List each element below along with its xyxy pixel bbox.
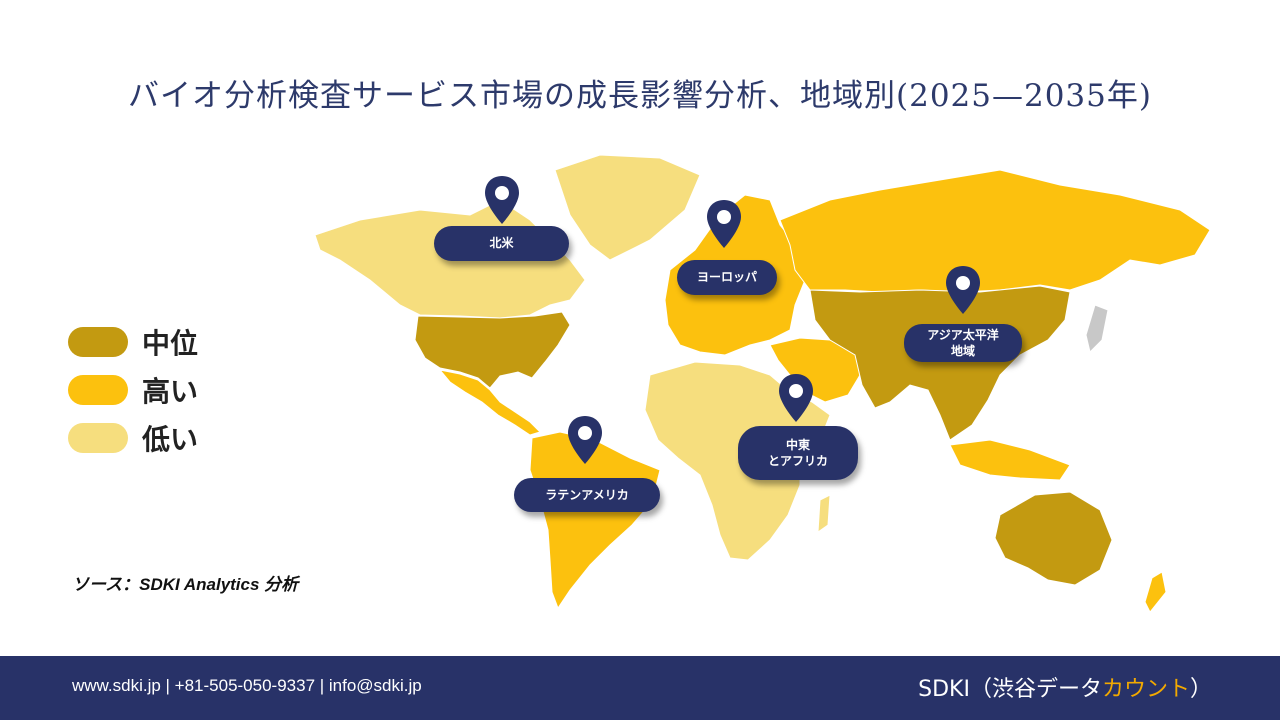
- map-pin-icon: [568, 416, 602, 464]
- world-map-svg: [314, 154, 1211, 613]
- region-label-pill: 中東 とアフリカ: [738, 426, 858, 480]
- japan-shape: [1085, 304, 1109, 353]
- region-label-line: 中東: [785, 437, 810, 452]
- brand-end-text: ）: [1189, 677, 1212, 702]
- legend: 中位 高い 低い: [68, 318, 198, 462]
- madagascar-shape: [817, 494, 831, 534]
- brand-main-text: SDKI（渋谷データ: [918, 677, 1102, 702]
- source-note: ソース：SDKI Analytics 分析: [72, 575, 299, 594]
- region-label-line: ラテンアメリカ: [545, 487, 629, 502]
- legend-label: 低い: [142, 423, 199, 456]
- southeast-asia-shape: [949, 439, 1071, 481]
- legend-label: 中位: [142, 327, 199, 360]
- usa-shape: [414, 311, 571, 389]
- region-label-line: とアフリカ: [767, 454, 828, 468]
- map-pin-icon: [946, 266, 980, 314]
- russia-shape: [779, 169, 1211, 293]
- region-label-pill: アジア太平洋 地域: [904, 324, 1022, 362]
- middle-east-shape: [769, 337, 861, 403]
- legend-item-high: 高い: [68, 366, 198, 414]
- map-pin-icon: [779, 374, 813, 422]
- africa-shape: [644, 361, 831, 561]
- new-zealand-shape: [1144, 571, 1167, 613]
- legend-swatch-medium: [68, 327, 128, 357]
- region-label-pill: 北米: [434, 226, 569, 261]
- australia-shape: [994, 491, 1113, 586]
- mexico-shape: [438, 369, 541, 436]
- region-label-line: 北米: [489, 236, 514, 251]
- legend-label: 高い: [142, 375, 199, 408]
- region-label-line: アジア太平洋: [927, 327, 999, 342]
- footer-brand: SDKI（渋谷データカウント）: [918, 671, 1212, 703]
- south-america-shape: [529, 431, 661, 610]
- brand-accent-text: カウント: [1101, 677, 1190, 702]
- footer-bar: www.sdki.jp | +81-505-050-9337 | info@sd…: [0, 656, 1280, 720]
- page-title: バイオ分析検査サービス市場の成長影響分析、地域別(2025—2035年): [128, 78, 1152, 114]
- map-pin-icon: [485, 176, 519, 224]
- region-label-pill: ヨーロッパ: [677, 260, 777, 295]
- footer-contact: www.sdki.jp | +81-505-050-9337 | info@sd…: [72, 676, 422, 695]
- region-label-line: 地域: [950, 344, 975, 358]
- legend-swatch-low: [68, 423, 128, 453]
- legend-swatch-high: [68, 375, 128, 405]
- region-label-line: ヨーロッパ: [696, 270, 757, 285]
- region-label-pill: ラテンアメリカ: [514, 478, 660, 512]
- map-pin-icon: [707, 200, 741, 248]
- legend-item-medium: 中位: [68, 318, 198, 366]
- world-map: [300, 140, 1230, 630]
- legend-item-low: 低い: [68, 414, 198, 462]
- greenland-shape: [554, 154, 701, 261]
